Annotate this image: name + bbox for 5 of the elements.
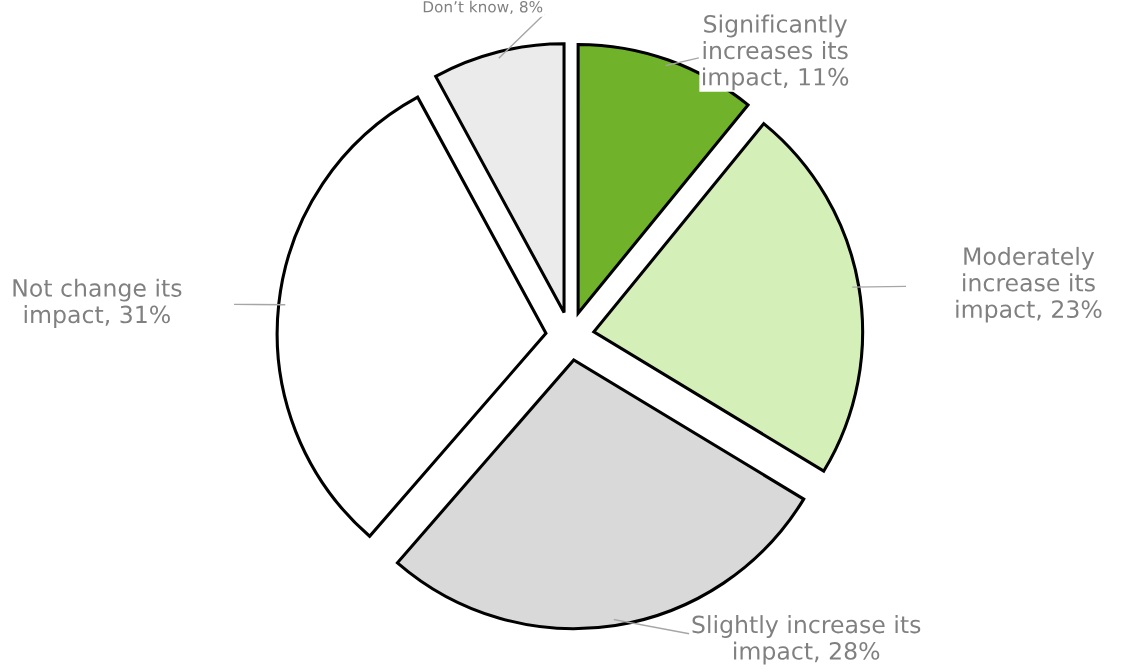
slice-label: Not change its impact, 31%: [13, 278, 182, 328]
slice-label: Slightly increase its impact, 28%: [692, 615, 921, 665]
slice-label: Don’t know, 8%: [423, 0, 543, 15]
slice-label: Significantly increases its impact, 11%: [703, 14, 849, 91]
slice-label: Moderately increase its impact, 23%: [956, 246, 1102, 323]
